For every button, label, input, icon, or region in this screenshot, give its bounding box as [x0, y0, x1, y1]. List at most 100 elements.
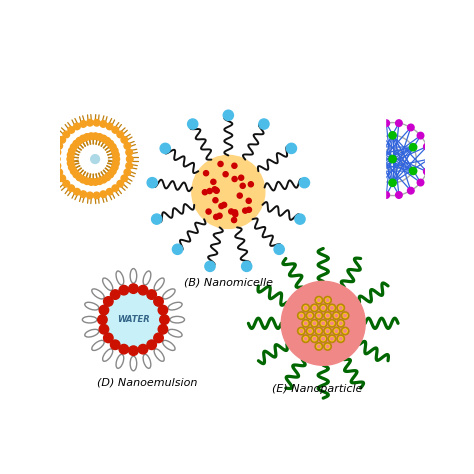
- Circle shape: [223, 172, 228, 177]
- Circle shape: [328, 319, 336, 327]
- Circle shape: [417, 179, 424, 186]
- Circle shape: [107, 140, 114, 147]
- Circle shape: [138, 285, 148, 295]
- Circle shape: [231, 218, 237, 223]
- Circle shape: [328, 335, 336, 342]
- Circle shape: [396, 120, 402, 127]
- Circle shape: [192, 155, 265, 228]
- Circle shape: [96, 178, 103, 184]
- Circle shape: [69, 164, 75, 171]
- Circle shape: [59, 175, 65, 182]
- Circle shape: [324, 312, 331, 319]
- Circle shape: [119, 285, 128, 295]
- Circle shape: [302, 319, 310, 327]
- Circle shape: [426, 156, 432, 163]
- Circle shape: [311, 319, 318, 327]
- Circle shape: [152, 214, 162, 224]
- Circle shape: [92, 133, 99, 139]
- Circle shape: [424, 168, 430, 175]
- Circle shape: [328, 304, 336, 311]
- Circle shape: [93, 119, 100, 126]
- Circle shape: [330, 307, 333, 310]
- Circle shape: [206, 209, 211, 214]
- Circle shape: [344, 329, 346, 332]
- Circle shape: [188, 119, 198, 129]
- Circle shape: [154, 297, 163, 306]
- Circle shape: [147, 178, 157, 188]
- Circle shape: [160, 315, 169, 324]
- Circle shape: [74, 123, 80, 130]
- Circle shape: [243, 208, 248, 213]
- Circle shape: [424, 143, 430, 150]
- Circle shape: [126, 149, 132, 155]
- Circle shape: [111, 147, 118, 154]
- Circle shape: [311, 304, 318, 311]
- Circle shape: [88, 133, 94, 139]
- Circle shape: [361, 132, 368, 139]
- Circle shape: [318, 314, 320, 317]
- Circle shape: [76, 174, 82, 181]
- Circle shape: [355, 143, 362, 150]
- Circle shape: [124, 169, 131, 175]
- Circle shape: [113, 152, 119, 158]
- Circle shape: [106, 123, 113, 130]
- Circle shape: [368, 167, 376, 174]
- Circle shape: [295, 214, 305, 224]
- Circle shape: [73, 171, 80, 178]
- Circle shape: [313, 322, 316, 325]
- Circle shape: [341, 328, 349, 335]
- Circle shape: [213, 198, 218, 203]
- Circle shape: [202, 190, 208, 195]
- Circle shape: [286, 143, 297, 154]
- Circle shape: [154, 333, 163, 343]
- Circle shape: [104, 174, 110, 181]
- Circle shape: [315, 328, 322, 335]
- Circle shape: [56, 143, 63, 149]
- Circle shape: [371, 124, 378, 131]
- Text: (E) Nanoparticle: (E) Nanoparticle: [272, 383, 363, 393]
- Circle shape: [158, 305, 168, 315]
- Circle shape: [242, 261, 252, 272]
- Text: (D) Nanoemulsion: (D) Nanoemulsion: [97, 377, 197, 387]
- Circle shape: [389, 179, 396, 186]
- Circle shape: [396, 192, 402, 198]
- Circle shape: [410, 144, 417, 151]
- Circle shape: [368, 144, 376, 151]
- Circle shape: [335, 329, 338, 332]
- Circle shape: [318, 329, 320, 332]
- Circle shape: [339, 307, 342, 310]
- Circle shape: [100, 176, 107, 183]
- Text: WATER: WATER: [117, 315, 150, 324]
- Circle shape: [304, 322, 307, 325]
- Circle shape: [68, 185, 74, 191]
- Circle shape: [333, 328, 340, 335]
- Circle shape: [306, 312, 314, 319]
- Circle shape: [221, 202, 227, 208]
- Circle shape: [383, 120, 390, 127]
- Circle shape: [339, 322, 342, 325]
- Circle shape: [59, 137, 65, 143]
- Circle shape: [147, 290, 156, 299]
- Circle shape: [111, 164, 118, 171]
- Circle shape: [274, 244, 284, 255]
- Circle shape: [371, 187, 378, 194]
- Circle shape: [110, 290, 120, 299]
- Circle shape: [389, 132, 396, 139]
- Circle shape: [173, 244, 182, 255]
- Circle shape: [298, 312, 305, 319]
- Circle shape: [84, 178, 90, 184]
- Circle shape: [87, 192, 93, 199]
- Circle shape: [214, 188, 219, 193]
- Circle shape: [311, 335, 318, 342]
- Circle shape: [84, 134, 90, 140]
- Circle shape: [324, 328, 331, 335]
- Circle shape: [330, 337, 333, 340]
- Circle shape: [127, 156, 133, 163]
- Circle shape: [383, 192, 390, 198]
- Circle shape: [147, 340, 156, 349]
- Circle shape: [160, 143, 170, 154]
- Circle shape: [214, 214, 219, 219]
- Circle shape: [100, 191, 107, 198]
- Circle shape: [80, 176, 86, 183]
- Circle shape: [315, 297, 322, 304]
